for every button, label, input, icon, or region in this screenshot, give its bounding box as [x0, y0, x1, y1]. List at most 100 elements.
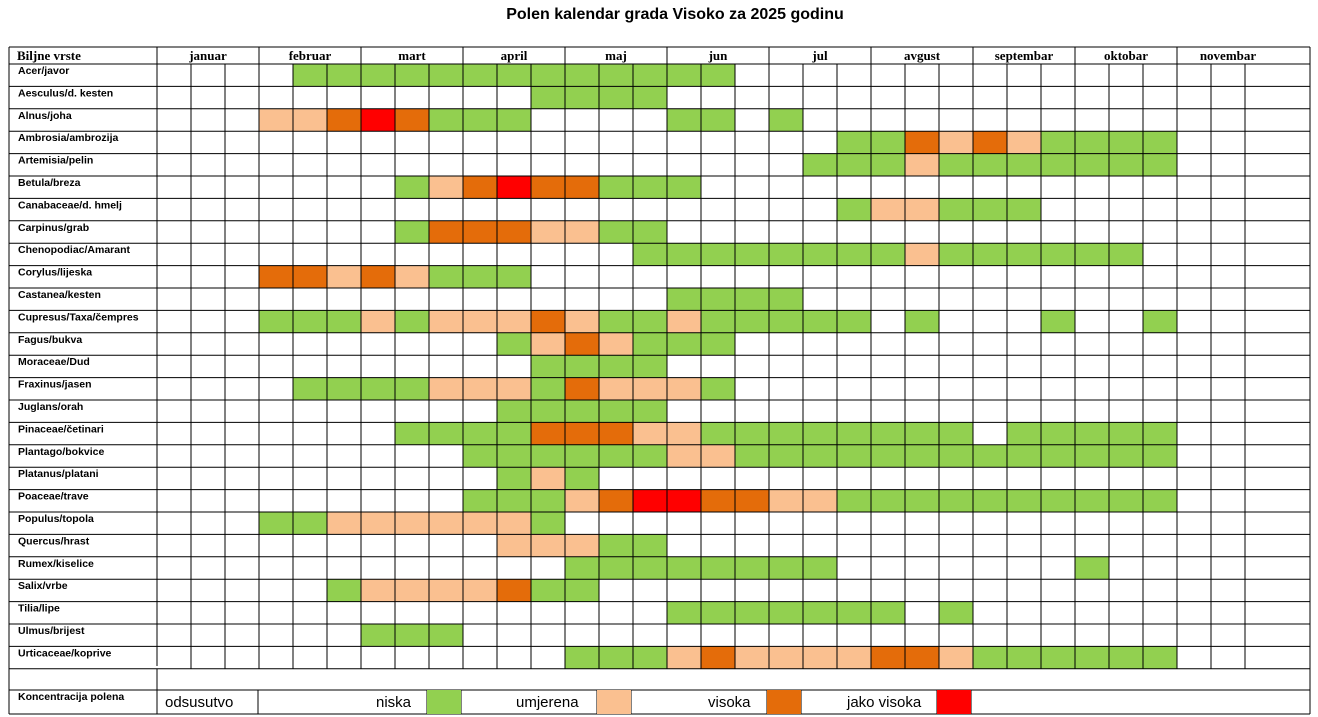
- month-header: januar: [188, 48, 227, 63]
- heatmap-cell: [735, 422, 769, 445]
- heatmap-cell: [565, 355, 599, 378]
- heatmap-cell: [293, 512, 327, 535]
- heatmap-cell: [565, 556, 599, 580]
- heatmap-cell: [497, 377, 531, 400]
- heatmap-cell: [1075, 131, 1109, 154]
- heatmap-cell: [1041, 153, 1075, 176]
- heatmap-cells: [259, 64, 1177, 669]
- month-header: april: [501, 48, 528, 63]
- heatmap-cell: [803, 422, 837, 445]
- row-label: Ambrosia/ambrozija: [18, 132, 119, 144]
- heatmap-cell: [633, 64, 667, 87]
- heatmap-cell: [973, 444, 1007, 468]
- heatmap-cell: [1041, 646, 1075, 669]
- heatmap-cell: [905, 153, 939, 176]
- heatmap-cell: [531, 220, 565, 244]
- heatmap-cell: [497, 265, 531, 288]
- heatmap-cell: [531, 489, 565, 512]
- heatmap-cell: [395, 265, 429, 288]
- heatmap-cell: [463, 108, 497, 132]
- row-gridlines: [9, 46, 1310, 715]
- heatmap-cell: [395, 108, 429, 132]
- row-label: Pinaceae/četinari: [18, 423, 104, 435]
- heatmap-cell: [531, 64, 565, 87]
- heatmap-cell: [769, 556, 803, 580]
- row-header: Biljne vrste: [17, 48, 81, 63]
- heatmap-cell: [905, 489, 939, 512]
- month-header: mart: [398, 48, 426, 63]
- heatmap-cell: [327, 579, 361, 602]
- heatmap-cell: [973, 489, 1007, 512]
- heatmap-cell: [531, 176, 565, 199]
- heatmap-cell: [667, 646, 701, 669]
- heatmap-cell: [633, 310, 667, 333]
- row-label: Fraxinus/jasen: [18, 379, 92, 391]
- heatmap-cell: [667, 422, 701, 445]
- heatmap-cell: [599, 489, 633, 512]
- row-label: Cupresus/Taxa/čempres: [18, 311, 139, 323]
- heatmap-cell: [361, 512, 395, 535]
- heatmap-cell: [497, 64, 531, 87]
- heatmap-cell: [973, 198, 1007, 221]
- heatmap-cell: [1143, 310, 1177, 333]
- heatmap-cell: [633, 176, 667, 199]
- heatmap-cell: [531, 332, 565, 356]
- heatmap-cell: [463, 422, 497, 445]
- heatmap-cell: [667, 243, 701, 266]
- heatmap-cell: [293, 310, 327, 333]
- heatmap-cell: [497, 467, 531, 490]
- heatmap-cell: [667, 444, 701, 468]
- heatmap-cell: [905, 198, 939, 221]
- heatmap-cell: [1007, 243, 1041, 266]
- row-label: Juglans/orah: [18, 401, 83, 413]
- heatmap-cell: [667, 310, 701, 333]
- heatmap-cell: [531, 310, 565, 333]
- month-header: jul: [811, 48, 828, 63]
- heatmap-cell: [871, 601, 905, 624]
- row-label: Rumex/kiselice: [18, 558, 94, 570]
- heatmap-cell: [633, 243, 667, 266]
- legend-label: visoka: [708, 694, 751, 711]
- heatmap-cell: [769, 444, 803, 468]
- heatmap-cell: [599, 176, 633, 199]
- heatmap-cell: [871, 243, 905, 266]
- heatmap-cell: [633, 422, 667, 445]
- legend-swatch: [597, 690, 631, 714]
- row-label: Chenopodiac/Amarant: [18, 244, 131, 256]
- legend-swatch: [427, 690, 461, 714]
- heatmap-cell: [701, 646, 735, 669]
- row-label: Ulmus/brijest: [18, 625, 85, 637]
- heatmap-cell: [701, 601, 735, 624]
- heatmap-cell: [599, 220, 633, 244]
- heatmap-cell: [1007, 131, 1041, 154]
- heatmap-cell: [1007, 646, 1041, 669]
- heatmap-cell: [565, 422, 599, 445]
- month-header: septembar: [995, 48, 1054, 63]
- heatmap-cell: [497, 489, 531, 512]
- heatmap-cell: [667, 176, 701, 199]
- heatmap-cell: [701, 332, 735, 356]
- heatmap-cell: [633, 556, 667, 580]
- heatmap-cell: [565, 220, 599, 244]
- heatmap-cell: [905, 243, 939, 266]
- heatmap-cell: [327, 310, 361, 333]
- heatmap-cell: [565, 310, 599, 333]
- heatmap-cell: [1143, 646, 1177, 669]
- heatmap-cell: [531, 422, 565, 445]
- heatmap-cell: [701, 243, 735, 266]
- heatmap-cell: [293, 377, 327, 400]
- heatmap-cell: [701, 556, 735, 580]
- heatmap-cell: [1041, 444, 1075, 468]
- heatmap-cell: [1143, 153, 1177, 176]
- heatmap-cell: [769, 288, 803, 311]
- heatmap-cell: [565, 377, 599, 400]
- heatmap-cell: [361, 579, 395, 602]
- heatmap-cell: [803, 153, 837, 176]
- heatmap-cell: [871, 153, 905, 176]
- heatmap-cell: [769, 422, 803, 445]
- heatmap-cell: [633, 444, 667, 468]
- heatmap-cell: [565, 86, 599, 109]
- heatmap-cell: [837, 422, 871, 445]
- row-label: Plantago/bokvice: [18, 446, 105, 458]
- heatmap-cell: [735, 489, 769, 512]
